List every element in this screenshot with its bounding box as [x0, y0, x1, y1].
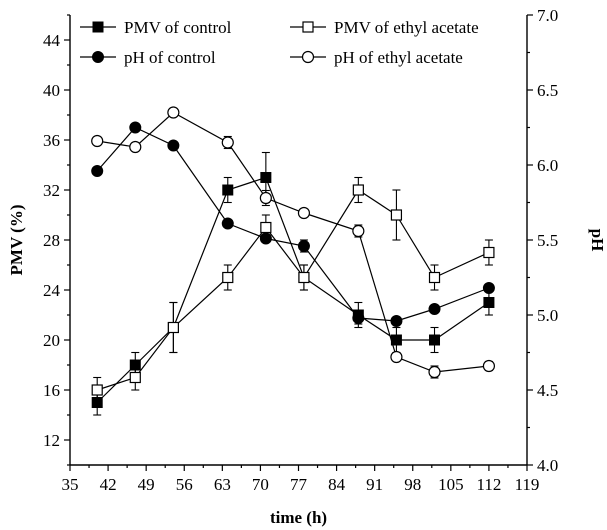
data-point: [222, 184, 234, 196]
y-right-tick-label: 6.0: [537, 156, 558, 175]
y-left-tick-label: 32: [43, 181, 60, 200]
data-point: [259, 232, 272, 245]
data-point: [92, 51, 104, 63]
data-point: [352, 312, 365, 324]
legend: PMV of control PMV of ethyl acetate pH of …: [80, 18, 479, 67]
legend-label: PMV of control: [124, 18, 232, 37]
y-right-tick-label: 6.5: [537, 81, 558, 100]
data-point: [297, 240, 310, 252]
x-axis-title: time (h): [270, 508, 327, 527]
y-axis-left-title: PMV (%): [7, 205, 26, 276]
data-point: [129, 371, 141, 384]
y-right-tick-label: 7.0: [537, 6, 558, 25]
axes: [69, 15, 528, 466]
data-point: [222, 271, 234, 284]
y-right-tick-label: 4.5: [537, 381, 558, 400]
series-pmv-of-ethyl-acetate: [91, 176, 495, 404]
data-point: [483, 246, 495, 259]
data-point: [259, 191, 272, 205]
data-point: [91, 134, 104, 148]
data-point: [91, 165, 104, 177]
data-point: [390, 315, 403, 327]
y-right-tick-label: 5.5: [537, 231, 558, 250]
data-point: [167, 139, 180, 152]
data-point: [390, 209, 403, 221]
legend-label: pH of ethyl acetate: [334, 48, 463, 67]
x-tick-label: 35: [62, 475, 79, 494]
data-point: [92, 21, 104, 33]
y-left-tick-label: 40: [43, 81, 60, 100]
data-point: [129, 140, 142, 154]
y-left-tick-label: 28: [43, 231, 60, 250]
x-tick-label: 70: [252, 475, 269, 494]
x-tick-label: 77: [290, 475, 308, 494]
data-point: [483, 297, 495, 308]
data-point: [298, 271, 310, 284]
legend-item: pH of ethyl acetate: [290, 48, 463, 67]
y-left-tick-label: 16: [43, 381, 60, 400]
legend-label: pH of control: [124, 48, 216, 67]
y-left-tick-label: 44: [43, 31, 61, 50]
series-ph-of-control: [91, 121, 495, 327]
y-left-tick-label: 12: [43, 431, 60, 450]
y-left-tick-label: 20: [43, 331, 60, 350]
data-point: [429, 334, 441, 346]
series-ph-of-ethyl-acetate: [91, 106, 496, 379]
x-tick-label: 105: [438, 475, 464, 494]
data-point: [167, 106, 180, 119]
data-point: [352, 184, 364, 196]
data-point: [482, 282, 495, 294]
data-point: [260, 172, 272, 183]
x-tick-label: 63: [214, 475, 231, 494]
x-tick-label: 42: [100, 475, 117, 494]
x-tick-label: 49: [138, 475, 155, 494]
data-point: [221, 136, 234, 149]
legend-label: PMV of ethyl acetate: [334, 18, 479, 37]
data-point: [428, 365, 441, 379]
x-tick-label: 84: [328, 475, 346, 494]
x-tick-label: 56: [176, 475, 193, 494]
data-point: [301, 50, 315, 64]
data-point: [260, 221, 272, 234]
data-point: [390, 350, 403, 364]
data-point: [302, 21, 314, 33]
series-line: [97, 189, 490, 391]
data-point: [482, 359, 496, 373]
x-tick-label: 98: [404, 475, 421, 494]
x-tick-label: 91: [366, 475, 383, 494]
legend-item: PMV of control: [80, 18, 232, 37]
series-line: [96, 126, 490, 322]
series-layer: [91, 106, 496, 416]
data-point: [221, 217, 234, 230]
data-point: [91, 384, 103, 396]
legend-item: pH of control: [80, 48, 216, 67]
x-tick-label: 112: [476, 475, 501, 494]
y-left-tick-label: 24: [43, 281, 61, 300]
y-left-tick-label: 36: [43, 131, 60, 150]
data-point: [129, 121, 142, 134]
series-line: [97, 111, 489, 373]
data-point: [428, 303, 441, 315]
data-point: [428, 271, 441, 284]
legend-item: PMV of ethyl acetate: [290, 18, 479, 37]
axis-ticks: 35 42 49 56 63 70 77 84 91 98 105 112 119 12 16 20 24 28 3…: [43, 6, 558, 494]
series-line: [96, 176, 490, 403]
data-point: [167, 321, 179, 334]
data-point: [352, 224, 365, 238]
y-right-tick-label: 5.0: [537, 306, 558, 325]
data-point: [297, 206, 311, 220]
x-tick-label: 119: [515, 475, 540, 494]
y-right-tick-label: 4.0: [537, 456, 558, 475]
y-axis-right-title: pH: [588, 229, 607, 252]
